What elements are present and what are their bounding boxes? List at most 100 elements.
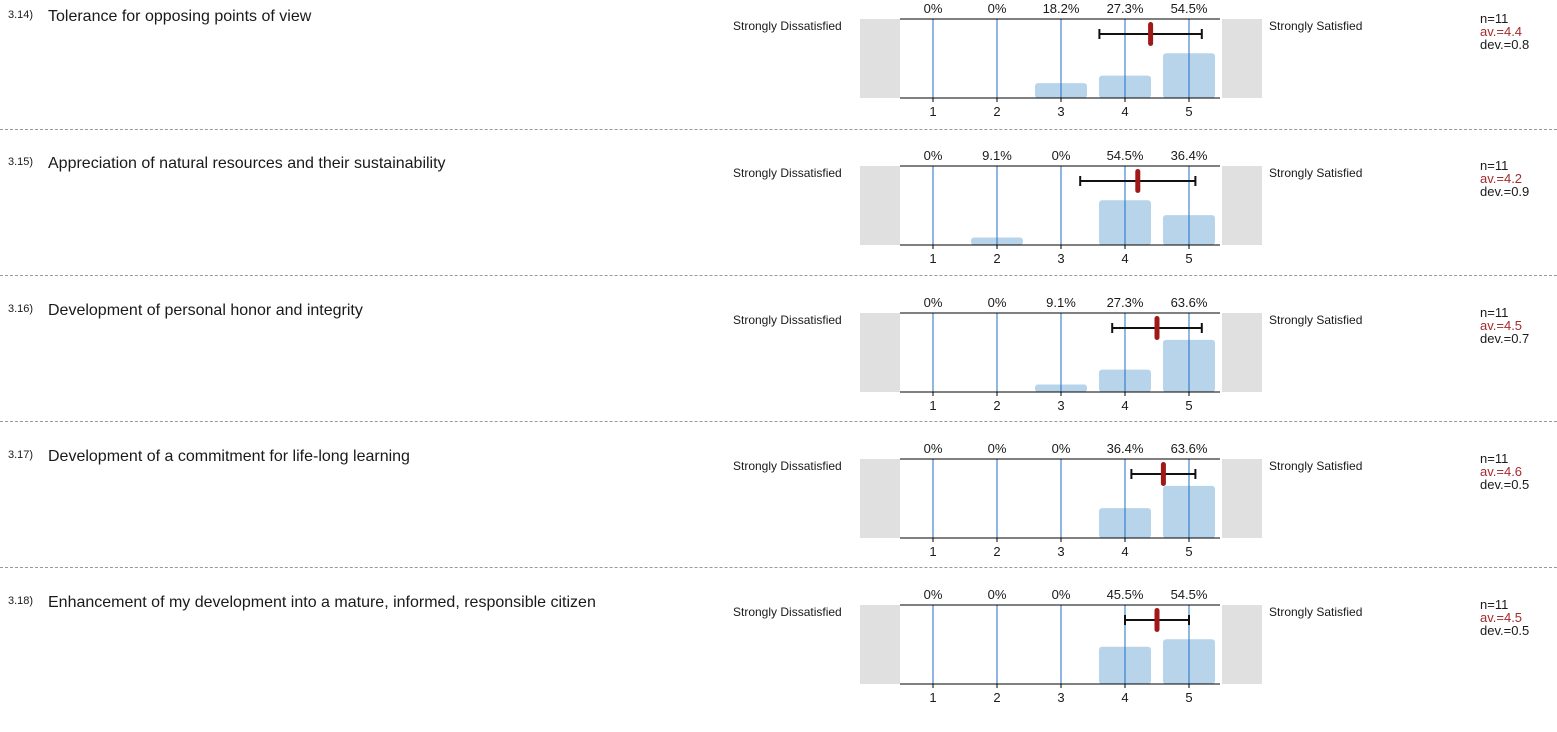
stat-average: av.=4.2 bbox=[1480, 171, 1523, 186]
tick-label: 5 bbox=[1185, 251, 1192, 266]
scale-left-label: Strongly Dissatisfied bbox=[733, 313, 842, 327]
stat-deviation: dev.=0.5 bbox=[1480, 477, 1530, 492]
tick-label: 4 bbox=[1121, 690, 1128, 705]
scale-right-label: Strongly Satisfied bbox=[1269, 19, 1363, 33]
stat-n: n=11 bbox=[1480, 158, 1509, 173]
question-block: 3.18) Enhancement of my development into… bbox=[0, 586, 1557, 732]
tick-label: 2 bbox=[993, 104, 1000, 119]
value-label: 0% bbox=[1052, 148, 1071, 163]
tick-label: 1 bbox=[929, 398, 936, 413]
mean-marker bbox=[1148, 22, 1154, 46]
tick-label: 1 bbox=[929, 690, 936, 705]
right-side-panel bbox=[1222, 313, 1262, 392]
tick-label: 4 bbox=[1121, 104, 1128, 119]
left-side-panel bbox=[860, 166, 900, 245]
stats-box: n=11 av.=4.4 dev.=0.8 bbox=[1480, 12, 1529, 51]
bar-chart: 1 0% 2 0% 3 0% 4 45.5% 5 54.5% bbox=[860, 587, 1262, 705]
stat-average: av.=4.5 bbox=[1480, 318, 1523, 333]
stat-n: n=11 bbox=[1480, 451, 1509, 466]
tick-label: 5 bbox=[1185, 104, 1192, 119]
value-label: 9.1% bbox=[982, 148, 1012, 163]
scale-left-label: Strongly Dissatisfied bbox=[733, 19, 842, 33]
question-title: Development of a commitment for life-lon… bbox=[48, 448, 410, 465]
tick-label: 2 bbox=[993, 544, 1000, 559]
scale-left-label: Strongly Dissatisfied bbox=[733, 605, 842, 619]
question-title: Appreciation of natural resources and th… bbox=[48, 155, 446, 172]
value-label: 9.1% bbox=[1046, 295, 1076, 310]
section-divider bbox=[0, 129, 1557, 130]
value-label: 27.3% bbox=[1107, 295, 1144, 310]
value-label: 0% bbox=[924, 587, 943, 602]
section-divider bbox=[0, 421, 1557, 422]
value-label: 0% bbox=[924, 148, 943, 163]
stats-box: n=11 av.=4.5 dev.=0.7 bbox=[1480, 306, 1529, 345]
tick-label: 1 bbox=[929, 251, 936, 266]
mean-marker bbox=[1160, 462, 1166, 486]
tick-label: 5 bbox=[1185, 398, 1192, 413]
scale-left-label: Strongly Dissatisfied bbox=[733, 166, 842, 180]
value-label: 0% bbox=[1052, 587, 1071, 602]
bar-chart: 1 0% 2 0% 3 9.1% 4 27.3% 5 63.6% bbox=[860, 295, 1262, 413]
tick-label: 2 bbox=[993, 398, 1000, 413]
stat-average: av.=4.6 bbox=[1480, 464, 1523, 479]
value-label: 0% bbox=[924, 1, 943, 16]
value-label: 0% bbox=[1052, 441, 1071, 456]
tick-label: 3 bbox=[1057, 104, 1064, 119]
value-label: 63.6% bbox=[1171, 295, 1208, 310]
value-label: 0% bbox=[924, 441, 943, 456]
stats-box: n=11 av.=4.5 dev.=0.5 bbox=[1480, 598, 1529, 637]
scale-right-label: Strongly Satisfied bbox=[1269, 166, 1363, 180]
question-title: Development of personal honor and integr… bbox=[48, 302, 363, 319]
right-side-panel bbox=[1222, 459, 1262, 538]
stats-box: n=11 av.=4.6 dev.=0.5 bbox=[1480, 452, 1529, 491]
bar-chart: 1 0% 2 0% 3 18.2% 4 27.3% 5 54.5% bbox=[860, 1, 1262, 119]
right-side-panel bbox=[1222, 166, 1262, 245]
question-title: Enhancement of my development into a mat… bbox=[48, 594, 596, 611]
value-label: 63.6% bbox=[1171, 441, 1208, 456]
left-side-panel bbox=[860, 19, 900, 98]
value-label: 0% bbox=[988, 1, 1007, 16]
tick-label: 1 bbox=[929, 104, 936, 119]
right-side-panel bbox=[1222, 605, 1262, 684]
left-side-panel bbox=[860, 459, 900, 538]
mean-marker bbox=[1154, 608, 1160, 632]
bar-chart: 1 0% 2 0% 3 0% 4 36.4% 5 63.6% bbox=[860, 441, 1262, 559]
stat-deviation: dev.=0.5 bbox=[1480, 623, 1530, 638]
stat-average: av.=4.4 bbox=[1480, 24, 1523, 39]
value-label: 0% bbox=[988, 295, 1007, 310]
value-label: 36.4% bbox=[1107, 441, 1144, 456]
scale-left-label: Strongly Dissatisfied bbox=[733, 459, 842, 473]
tick-label: 5 bbox=[1185, 690, 1192, 705]
stat-n: n=11 bbox=[1480, 305, 1509, 320]
tick-label: 2 bbox=[993, 690, 1000, 705]
value-label: 18.2% bbox=[1043, 1, 1080, 16]
tick-label: 4 bbox=[1121, 544, 1128, 559]
tick-label: 3 bbox=[1057, 544, 1064, 559]
scale-right-label: Strongly Satisfied bbox=[1269, 313, 1363, 327]
left-side-panel bbox=[860, 313, 900, 392]
value-label: 54.5% bbox=[1171, 587, 1208, 602]
value-label: 45.5% bbox=[1107, 587, 1144, 602]
tick-label: 4 bbox=[1121, 251, 1128, 266]
question-number: 3.15) bbox=[8, 156, 34, 168]
tick-label: 1 bbox=[929, 544, 936, 559]
question-block: 3.17) Development of a commitment for li… bbox=[0, 440, 1557, 586]
scale-right-label: Strongly Satisfied bbox=[1269, 459, 1363, 473]
right-side-panel bbox=[1222, 19, 1262, 98]
value-label: 36.4% bbox=[1171, 148, 1208, 163]
tick-label: 3 bbox=[1057, 398, 1064, 413]
tick-label: 4 bbox=[1121, 398, 1128, 413]
question-number: 3.18) bbox=[8, 595, 34, 607]
tick-label: 3 bbox=[1057, 690, 1064, 705]
stat-average: av.=4.5 bbox=[1480, 610, 1523, 625]
stat-n: n=11 bbox=[1480, 11, 1509, 26]
value-label: 54.5% bbox=[1107, 148, 1144, 163]
question-block: 3.14) Tolerance for opposing points of v… bbox=[0, 0, 1557, 146]
tick-label: 2 bbox=[993, 251, 1000, 266]
question-number: 3.17) bbox=[8, 449, 34, 461]
stat-deviation: dev.=0.7 bbox=[1480, 331, 1530, 346]
stats-box: n=11 av.=4.2 dev.=0.9 bbox=[1480, 159, 1529, 198]
value-label: 0% bbox=[924, 295, 943, 310]
tick-label: 5 bbox=[1185, 544, 1192, 559]
mean-marker bbox=[1154, 316, 1160, 340]
